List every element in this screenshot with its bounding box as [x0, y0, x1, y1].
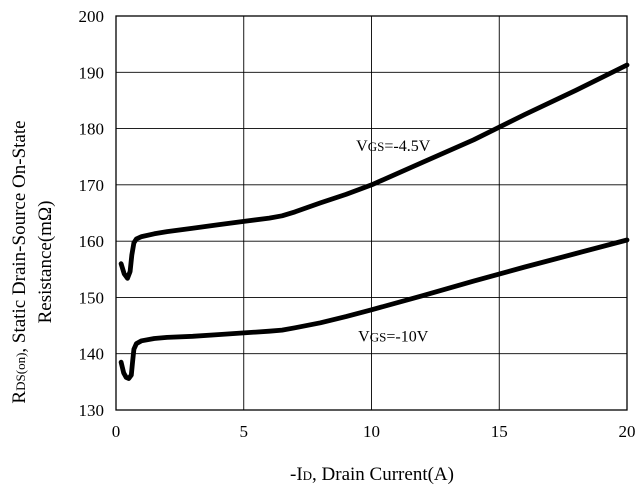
x-tick-label: 10 [363, 422, 380, 441]
y-tick-label: 160 [79, 232, 105, 251]
y-tick-label: 200 [79, 7, 105, 26]
y-axis-title-line2: Resistance(mΩ) [35, 201, 56, 324]
y-axis-title-line1: RDS(on), Static Drain-Source On-State [9, 120, 30, 403]
y-tick-label: 190 [79, 63, 105, 82]
grid-lines [116, 16, 627, 410]
annotation-vgs-10v: VGS=-10V [358, 328, 429, 345]
x-tick-label: 0 [112, 422, 121, 441]
plot-frame [115, 15, 628, 411]
y-tick-label: 180 [79, 120, 105, 139]
x-tick-labels: 0 5 10 15 20 [112, 422, 636, 441]
series-layer [118, 62, 630, 381]
y-tick-label: 140 [79, 345, 105, 364]
y-tick-labels: 130 140 150 160 170 180 190 200 [79, 7, 105, 420]
x-tick-label: 5 [240, 422, 249, 441]
y-tick-label: 150 [79, 288, 105, 307]
x-tick-label: 15 [491, 422, 508, 441]
y-tick-label: 130 [79, 401, 105, 420]
x-axis-title: -ID, Drain Current(A) [290, 464, 454, 485]
annotation-vgs-4-5v: VGS=-4.5V [356, 138, 431, 155]
x-tick-label: 20 [619, 422, 636, 441]
series-line-vgs-10v [118, 237, 630, 381]
series-line-vgs-4-5v [118, 62, 630, 281]
y-tick-label: 170 [79, 176, 105, 195]
